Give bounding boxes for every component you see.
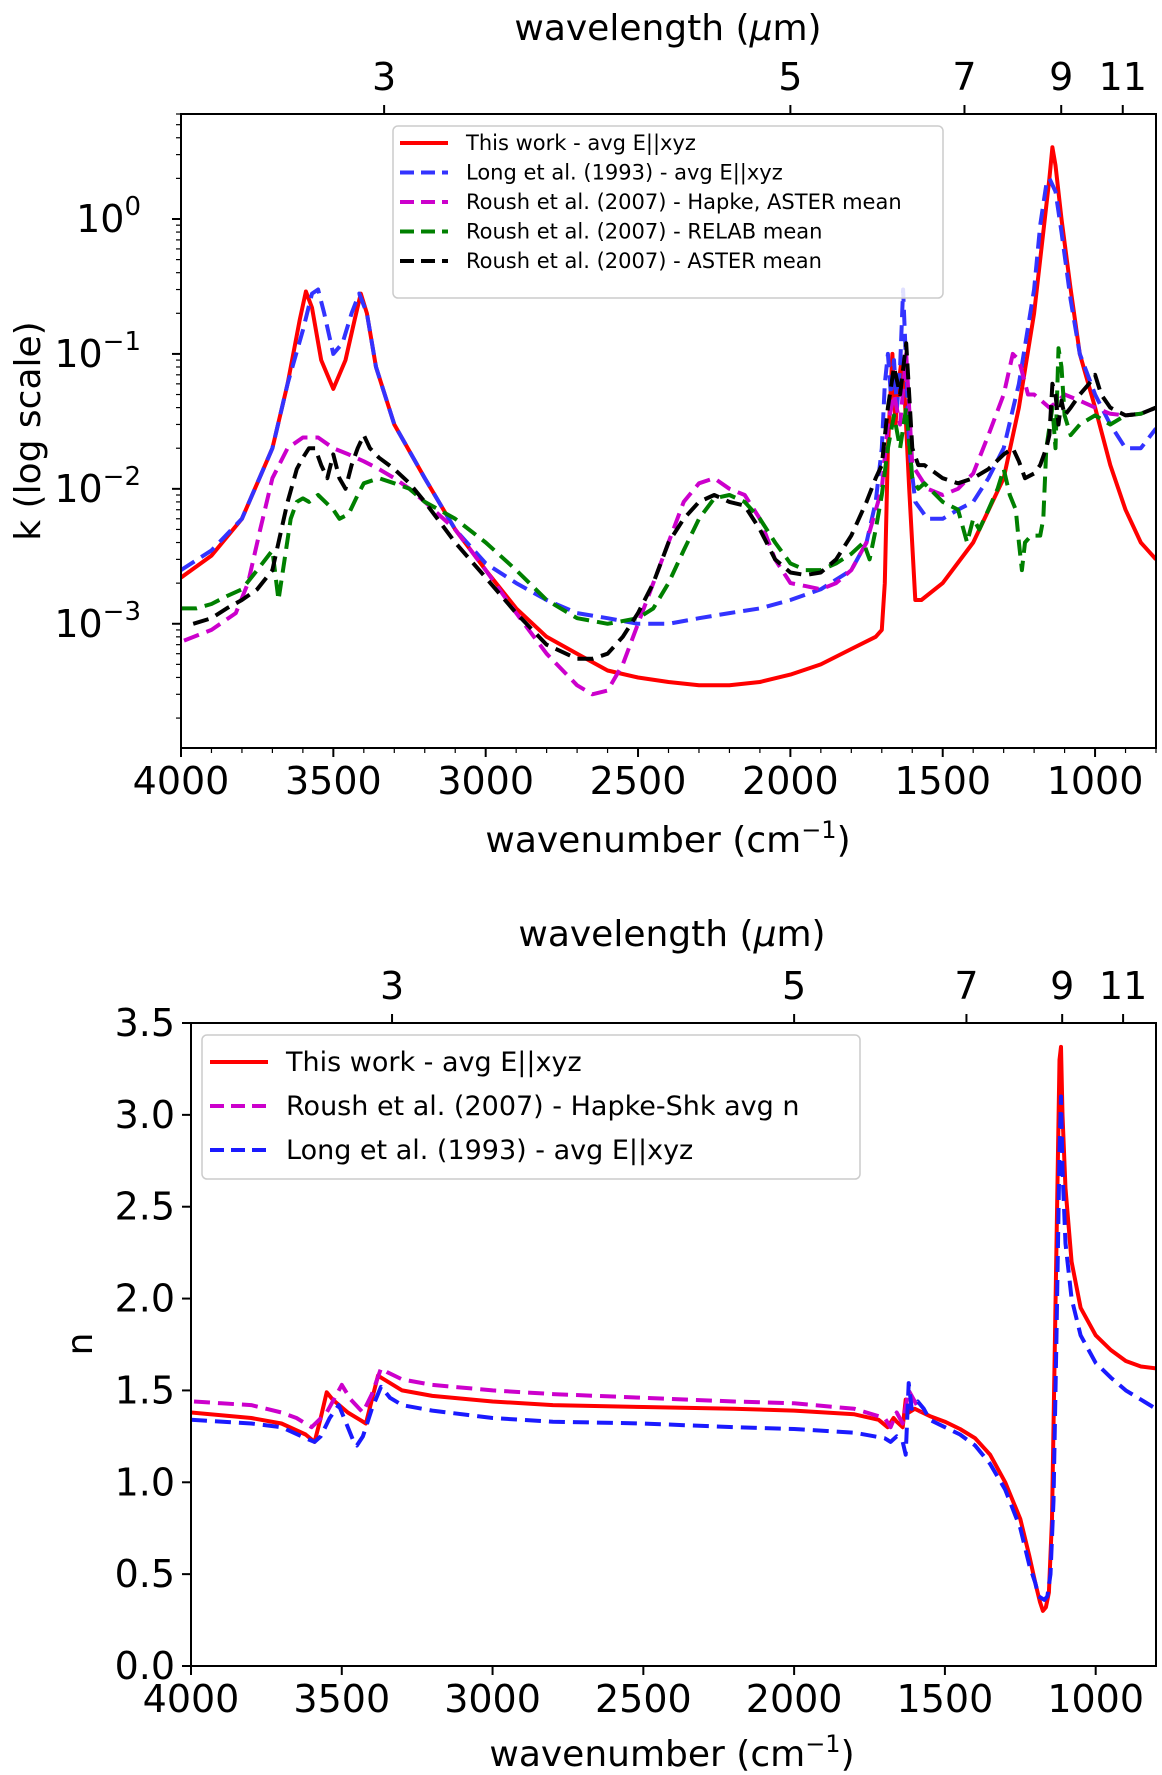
n-x-tick-label: 2500 (595, 1677, 692, 1721)
n-legend-box (201, 1034, 861, 1180)
n-legend-label: This work - avg E||xyz (285, 1047, 582, 1078)
n-panel: 4000 3500 3000 2500 2000 1500 1000 0.0 0.5 1.0 1.… (60, 914, 1157, 1775)
n-top-tick-label: 11 (1099, 964, 1147, 1008)
n-series-group (191, 1044, 1156, 1613)
k-x-tick-label: 3500 (285, 759, 382, 803)
k-top-tick-label: 3 (372, 55, 396, 99)
n-y-tick-label: 3.5 (115, 1001, 175, 1045)
n-top-ticks: 3 5 7 9 11 (380, 964, 1147, 1023)
k-x-axis-title: wavenumber (cm−1) (485, 816, 850, 861)
n-top-tick-label: 5 (782, 964, 806, 1008)
k-top-tick-label: 11 (1099, 55, 1147, 99)
k-x-tick-label: 4000 (133, 759, 230, 803)
n-top-tick-label: 9 (1050, 964, 1074, 1008)
k-series-group (181, 145, 1156, 697)
k-series-roush-et-al-2007-relab-mean (181, 346, 1156, 626)
n-series-roush-et-al-2007-hapke-shk-avg-n (193, 1366, 923, 1430)
k-x-tick-label: 2500 (590, 759, 687, 803)
n-x-tick-label: 3500 (293, 1677, 390, 1721)
n-y-tick-label: 0.0 (115, 1644, 175, 1688)
n-y-ticks: 0.0 0.5 1.0 1.5 2.0 2.5 3.0 3.5 (115, 1001, 191, 1688)
k-series-roush-et-al-2007-aster-mean (192, 341, 1156, 661)
n-y-tick-label: 2.0 (115, 1277, 175, 1321)
n-y-tick-label: 1.0 (115, 1460, 175, 1504)
n-legend-label: Roush et al. (2007) - Hapke-Shk avg n (286, 1091, 799, 1122)
n-x-tick-label: 2000 (746, 1677, 843, 1721)
k-x-tick-label: 1500 (894, 759, 991, 803)
k-legend-label: Long et al. (1993) - avg E||xyz (466, 161, 783, 186)
n-x-tick-label: 1000 (1047, 1677, 1144, 1721)
k-legend-box (392, 125, 944, 299)
k-y-tick-label: 100 (76, 192, 141, 241)
k-series-roush-et-al-2007-hapke-aster-mean (183, 351, 1156, 697)
k-x-tick-label: 2000 (742, 759, 839, 803)
k-legend-label: Roush et al. (2007) - ASTER mean (466, 249, 822, 273)
n-series-long-et-al-1993-avg-e-xyz (191, 1094, 1156, 1602)
n-y-tick-label: 2.5 (115, 1185, 175, 1229)
k-top-ticks: 3 5 7 9 11 (372, 55, 1147, 114)
n-x-tick-label: 1500 (897, 1677, 994, 1721)
k-x-ticks: 4000 3500 3000 2500 2000 1500 1000 (133, 748, 1157, 803)
k-top-tick-label: 5 (778, 55, 802, 99)
n-legend: This work - avg E||xyz Roush et al. (2007… (201, 1034, 861, 1180)
n-top-tick-label: 3 (380, 964, 404, 1008)
k-legend: This work - avg E||xyz Long et al. (1993)… (392, 125, 944, 299)
k-legend-label: Roush et al. (2007) - Hapke, ASTER mean (466, 190, 902, 214)
n-x-axis-title: wavenumber (cm−1) (489, 1730, 854, 1775)
n-top-axis-title: wavelength (μm) (518, 914, 825, 955)
k-y-axis-title: k (log scale) (8, 321, 49, 540)
k-panel: 4000 3500 3000 2500 2000 1500 1000 100 10−1 10−2… (8, 8, 1157, 861)
n-plot-frame (190, 1022, 1157, 1667)
n-y-tick-label: 3.0 (115, 1093, 175, 1137)
k-x-tick-label: 1000 (1047, 759, 1144, 803)
k-top-axis-title: wavelength (μm) (514, 8, 821, 49)
k-series-this-work-avg-e-xyz (181, 145, 1156, 688)
k-y-tick-label: 10−1 (54, 327, 141, 376)
n-legend-label: Long et al. (1993) - avg E||xyz (286, 1135, 693, 1166)
k-legend-label: This work - avg E||xyz (465, 131, 696, 156)
k-x-tick-label: 3000 (437, 759, 534, 803)
n-y-axis-title: n (60, 1333, 101, 1356)
n-x-ticks: 4000 3500 3000 2500 2000 1500 1000 (143, 1666, 1144, 1721)
n-y-tick-label: 1.5 (115, 1368, 175, 1412)
k-y-tick-label: 10−3 (54, 597, 141, 646)
k-top-tick-label: 9 (1049, 55, 1073, 99)
n-top-tick-label: 7 (954, 964, 978, 1008)
k-y-tick-label: 10−2 (54, 462, 141, 511)
k-top-tick-label: 7 (952, 55, 976, 99)
n-y-tick-label: 0.5 (115, 1552, 175, 1596)
k-legend-label: Roush et al. (2007) - RELAB mean (466, 220, 822, 244)
n-x-tick-label: 4000 (143, 1677, 240, 1721)
k-y-ticks: 100 10−1 10−2 10−3 (54, 113, 181, 719)
n-x-tick-label: 3000 (444, 1677, 541, 1721)
